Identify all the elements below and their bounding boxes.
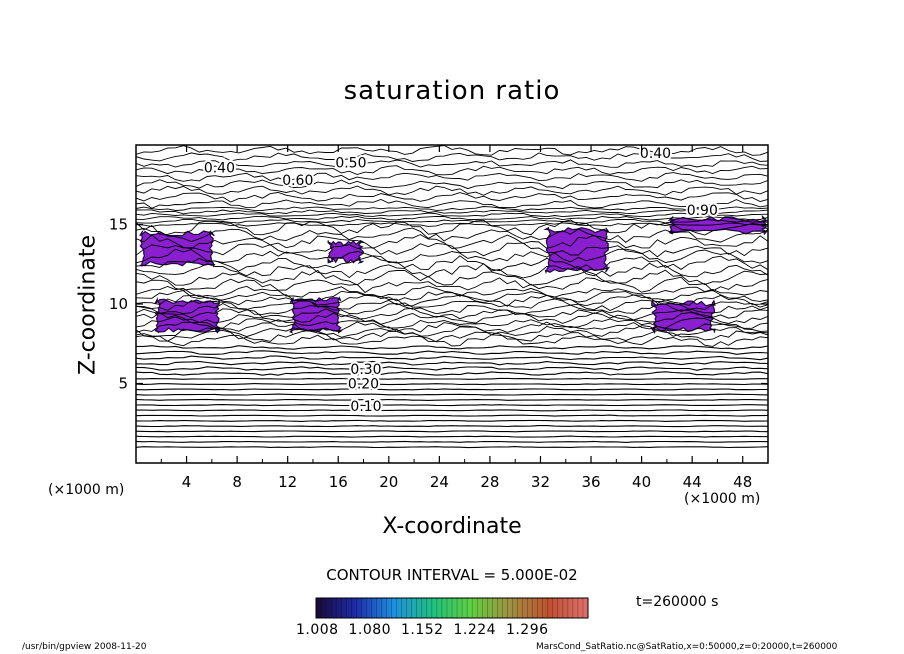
- supersaturated-region: [327, 239, 365, 265]
- x-tick-label: 48: [733, 473, 752, 491]
- contour-label: 0.40: [204, 160, 235, 176]
- x-tick-label: 4: [182, 473, 192, 491]
- x-tick-label: 44: [683, 473, 702, 491]
- contour-line: [136, 430, 768, 433]
- contour-line: [136, 219, 768, 236]
- contour-line: [136, 409, 768, 412]
- contour-line: [136, 440, 768, 443]
- supersaturated-region: [543, 226, 611, 275]
- y-tick-label: 5: [118, 375, 128, 393]
- contour-line: [136, 298, 768, 312]
- contour-line: [136, 302, 768, 315]
- contour-line: [136, 345, 768, 350]
- x-axis-unit: (×1000 m): [684, 491, 761, 507]
- contour-line: [136, 316, 768, 329]
- contour-label: 0.30: [350, 362, 381, 378]
- contour-label: 0.90: [687, 203, 718, 219]
- contour-line: [136, 371, 768, 376]
- contour-line: [136, 435, 768, 438]
- footer-dataset: MarsCond_SatRatio.nc@SatRatio,x=0:50000,…: [536, 642, 838, 652]
- contour-line: [136, 185, 768, 196]
- colorbar-tick-label: 1.008: [296, 622, 339, 638]
- contour-line: [136, 388, 768, 391]
- contour-line: [136, 222, 768, 228]
- time-label: t=260000 s: [636, 594, 719, 610]
- contour-line: [136, 179, 768, 190]
- contour-line: [136, 360, 768, 366]
- contour-line: [136, 227, 768, 243]
- contour-label: 0.10: [350, 399, 381, 415]
- y-axis-unit: (×1000 m): [48, 482, 125, 498]
- contour-line: [136, 446, 768, 449]
- x-tick-label: 12: [278, 473, 297, 491]
- contour-line: [136, 414, 768, 417]
- contour-line: [136, 312, 768, 325]
- contour-label: 0.50: [335, 156, 366, 172]
- x-tick-label: 32: [531, 473, 550, 491]
- colorbar-tick-label: 1.224: [443, 622, 497, 638]
- contour-line: [136, 215, 768, 221]
- contour-line: [136, 366, 768, 371]
- contour-line: [136, 294, 768, 307]
- x-tick-label: 16: [329, 473, 348, 491]
- y-tick-label: 15: [109, 216, 128, 234]
- contour-line: [136, 206, 768, 211]
- contour-labels: 0.10 0.200.30 0.40 0.40 0.50 0.60 0.90: [202, 144, 720, 417]
- contour-line: [136, 425, 768, 428]
- colorbar-tick-label: 1.152: [391, 622, 444, 638]
- contour-line: [136, 255, 768, 272]
- contour-line: [136, 218, 768, 224]
- contour-line: [136, 285, 768, 298]
- contour-line: [136, 145, 768, 156]
- contour-line: [136, 334, 768, 347]
- contour-line: [136, 165, 768, 176]
- x-axis-label: X-coordinate: [382, 514, 522, 539]
- contour-line: [136, 159, 768, 168]
- footer-program-date: /usr/bin/gpview 2008-11-20: [22, 642, 147, 652]
- contour-label: 0.40: [640, 146, 671, 162]
- contour-line: [136, 152, 768, 162]
- contour-label: 0.60: [282, 173, 313, 189]
- contour-line: [136, 262, 768, 279]
- contour-label: 0.20: [348, 377, 379, 393]
- contour-line: [136, 199, 768, 209]
- contour-line: [136, 212, 768, 218]
- contour-interval-label: CONTOUR INTERVAL = 5.000E-02: [326, 566, 578, 584]
- contour-line: [136, 393, 768, 396]
- contour-line: [136, 355, 768, 361]
- contour-line: [136, 383, 768, 386]
- x-tick-label: 40: [632, 473, 651, 491]
- contour-line: [136, 248, 768, 264]
- chart-title: saturation ratio: [343, 76, 561, 106]
- colorbar-tick-labels: 1.008 1.080 1.152 1.224 1.296: [296, 622, 549, 638]
- contour-line: [136, 398, 768, 401]
- contour-line: [136, 329, 768, 342]
- contour-line: [136, 234, 768, 250]
- contour-line: [136, 192, 768, 203]
- contour-line: [136, 377, 768, 380]
- contour-line: [136, 350, 768, 355]
- x-tick-label: 28: [480, 473, 499, 491]
- x-tick-label: 8: [232, 473, 242, 491]
- contour-line: [136, 209, 768, 215]
- colorbar: [315, 597, 589, 619]
- contour-line: [136, 419, 768, 422]
- contour-line: [136, 325, 768, 338]
- x-tick-label: 20: [379, 473, 398, 491]
- colorbar-tick-label: 1.080: [338, 622, 392, 638]
- x-tick-label: 24: [430, 473, 449, 491]
- contour-line: [136, 307, 768, 321]
- colorbar-tick-label: 1.296: [496, 622, 549, 638]
- contour-lines: [136, 145, 768, 449]
- y-tick-label: 10: [109, 295, 128, 313]
- x-tick-label: 36: [581, 473, 600, 491]
- contour-line: [136, 404, 768, 407]
- contour-line: [136, 269, 768, 286]
- contour-line: [136, 242, 768, 258]
- contour-line: [136, 172, 768, 182]
- contour-line: [136, 276, 768, 294]
